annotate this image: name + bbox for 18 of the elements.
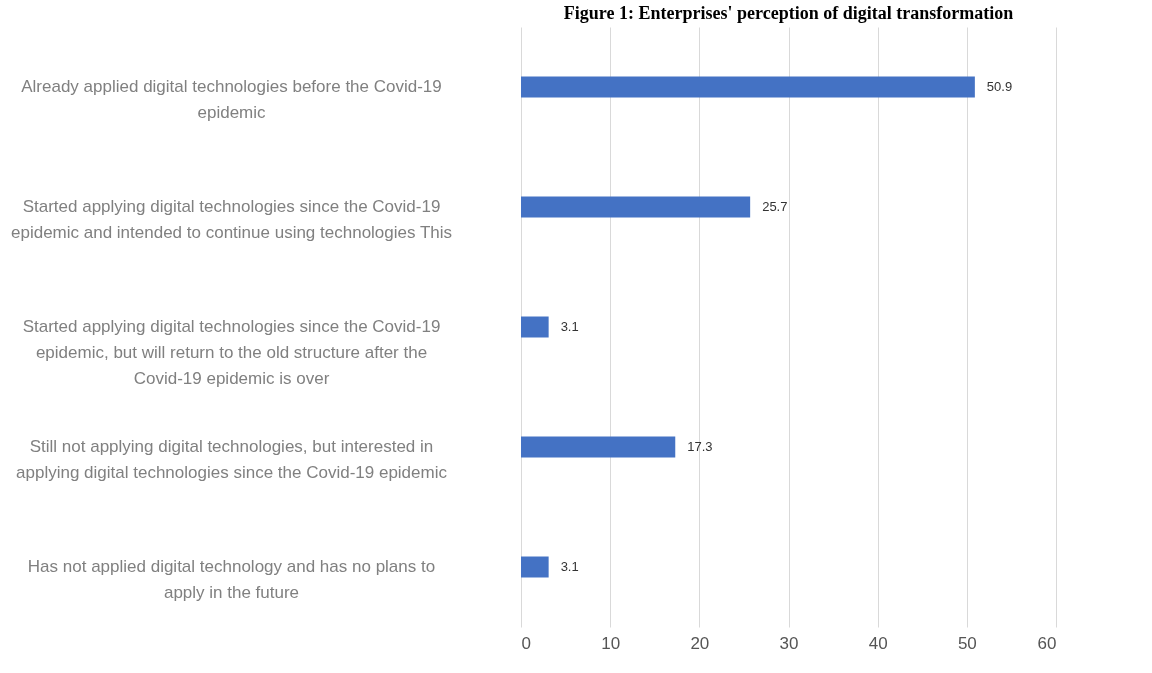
chart-title: Figure 1: Enterprises' perception of digital transformation	[563, 3, 1014, 23]
y-tick-label: Still not applying digital technologies, but interested in applying digital technologies since the Covid-19 epidemic	[16, 437, 448, 482]
x-tick-label: 30	[779, 633, 799, 653]
x-tick-label: 60	[1037, 633, 1057, 653]
y-tick-label: Started applying digital technologies since the Covid-19 epidemic, but will return to the old structure after the Covid-19 epidemic is over	[22, 317, 441, 388]
x-tick-label: 40	[868, 633, 888, 653]
y-tick-label: Already applied digital technologies before the Covid-19 epidemic	[21, 77, 442, 122]
data-label: 50.9	[986, 79, 1013, 94]
y-tick-label: Started applying digital technologies since the Covid-19 epidemic and intended to continue using technologies This	[10, 197, 453, 242]
data-label: 3.1	[560, 319, 579, 334]
x-tick-label: 10	[601, 633, 621, 653]
x-tick-label: 20	[690, 633, 710, 653]
x-tick-label: 50	[957, 633, 977, 653]
x-tick-label: 0	[521, 633, 531, 653]
data-label: 3.1	[560, 559, 579, 574]
data-label: 25.7	[762, 199, 788, 214]
data-label: 17.3	[687, 439, 713, 454]
y-tick-label: Has not applied digital technology and has no plans to apply in the future	[27, 557, 436, 602]
